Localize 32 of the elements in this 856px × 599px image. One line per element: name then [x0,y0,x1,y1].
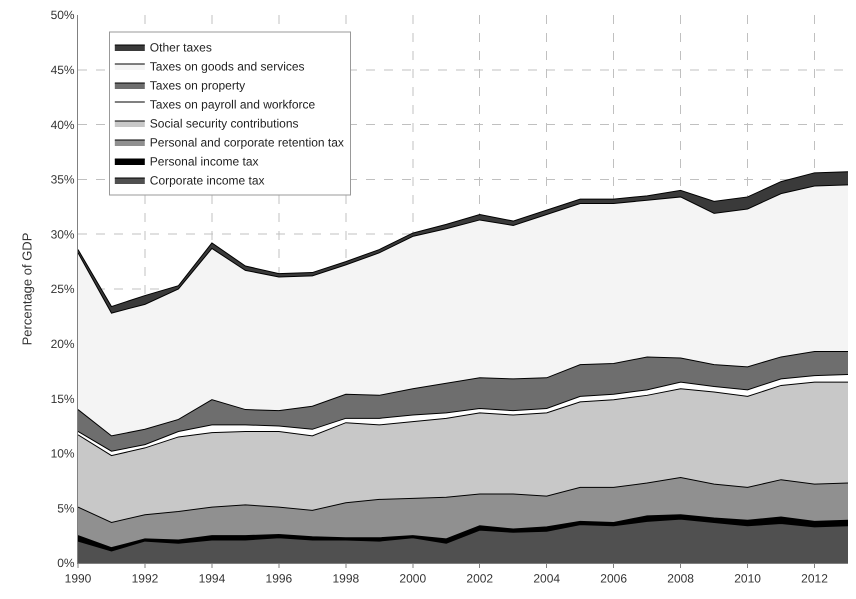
legend-label: Taxes on property [150,78,246,93]
legend-label: Taxes on goods and services [150,60,305,74]
y-tick-label: 35% [50,172,75,187]
y-tick-label: 50% [50,8,75,22]
y-tick-label: 25% [50,282,75,296]
x-tick-label: 2000 [399,571,426,586]
x-tick-label: 2006 [600,571,628,586]
legend-label: Taxes on payroll and workforce [150,98,316,112]
x-tick-label: 2004 [533,571,560,586]
x-tick-label: 1998 [332,571,360,586]
x-tick-label: 1996 [266,571,293,586]
y-tick-label: 40% [50,118,75,132]
x-tick-label: 1992 [132,571,159,586]
y-tick-label: 10% [50,446,75,461]
legend-label: Personal and corporate retention tax [150,136,344,150]
y-tick-label: 30% [50,227,75,242]
x-tick-label: 2008 [667,571,694,586]
y-tick-label: 15% [50,392,75,406]
y-tick-label: 0% [57,556,75,570]
legend-label: Social security contributions [150,116,299,131]
x-tick-label: 2012 [801,571,828,586]
legend-label: Corporate income tax [150,174,265,188]
y-tick-label: 20% [50,337,75,351]
y-tick-label: 45% [50,63,75,77]
y-axis-title: Percentage of GDP [20,232,35,346]
x-tick-label: 2010 [734,571,762,586]
legend-label: Personal income tax [150,154,259,169]
x-tick-label: 1994 [198,571,226,586]
y-tick-label: 5% [57,501,75,516]
legend-label: Other taxes [150,40,212,55]
x-tick-label: 1990 [64,571,92,586]
x-tick-label: 2002 [466,571,494,586]
